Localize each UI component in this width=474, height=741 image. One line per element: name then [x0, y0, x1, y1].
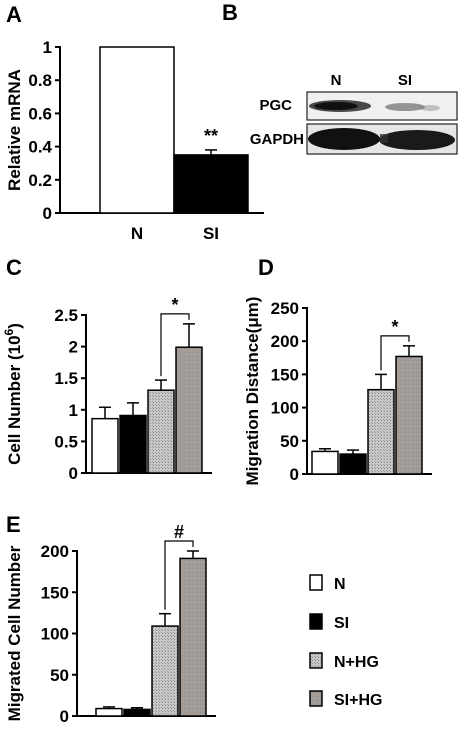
bar-n-hg — [151, 625, 179, 717]
y-axis-label: Migration Distance(μm) — [243, 297, 262, 486]
significance-marker: * — [171, 295, 178, 315]
category-label: N — [131, 224, 143, 243]
y-tick-label: 0.4 — [28, 138, 52, 157]
panel-letter-c: C — [6, 255, 22, 280]
y-tick-label: 150 — [41, 583, 69, 602]
legend-label: SI+HG — [334, 692, 382, 709]
legend-label: SI — [334, 615, 349, 632]
bar-si — [123, 708, 151, 717]
y-tick-label: 0 — [60, 707, 69, 726]
y-axis-label: Relative mRNA — [5, 69, 24, 191]
bar-n — [95, 707, 123, 717]
blot-row-label-gapdh: GAPDH — [250, 131, 304, 148]
bar-si — [173, 154, 249, 214]
bar-n — [99, 46, 175, 214]
lane-label-si: SI — [398, 72, 412, 89]
bar-si-hg — [395, 355, 423, 475]
significance-marker: ** — [204, 126, 218, 146]
y-tick-label: 1 — [69, 401, 78, 420]
legend-swatch-n-hg — [309, 652, 323, 669]
legend-swatch-n — [309, 574, 323, 591]
y-tick-label: 0 — [69, 464, 78, 483]
significance-marker: # — [174, 522, 184, 542]
legend: N SI N+HG SI+HG — [309, 574, 382, 709]
bar-si-hg — [179, 557, 207, 717]
y-axis-label: Cell Number (106) — [2, 323, 24, 465]
legend-label: N — [334, 576, 346, 593]
y-tick-label: 150 — [271, 365, 299, 384]
chart-panel-a: A 0 0.2 0.4 0.6 0.8 1 Relative mRNA N SI ** — [5, 2, 264, 243]
bar-n — [91, 417, 119, 474]
chart-panel-d: D 0 50 100 150 200 250 Migration Distance(μm) * — [243, 255, 432, 485]
y-axis-label-tail: ) — [5, 323, 24, 329]
y-tick-label: 0.8 — [28, 71, 52, 90]
y-tick-label: 0 — [290, 465, 299, 484]
y-axis-label: Migrated Cell Number — [5, 545, 24, 721]
blot-strip-pgc — [306, 91, 458, 121]
y-tick-label: 1 — [43, 38, 52, 57]
significance-bracket — [164, 540, 194, 610]
bar-n — [311, 450, 339, 475]
panel-letter-a: A — [6, 2, 22, 27]
bar-n-hg — [147, 389, 175, 474]
bar-si — [119, 414, 147, 474]
panel-letter-d: D — [258, 255, 274, 280]
y-tick-label: 100 — [271, 399, 299, 418]
y-tick-label: 200 — [271, 332, 299, 351]
y-tick-label: 2.5 — [54, 306, 78, 325]
category-label: SI — [203, 224, 219, 243]
blot-strip-gapdh — [306, 123, 458, 155]
significance-marker: * — [391, 317, 398, 337]
bar-n-hg — [367, 388, 395, 475]
panel-letter-e: E — [6, 512, 21, 537]
bar-si-hg — [175, 346, 203, 474]
y-tick-label: 0.2 — [28, 171, 52, 190]
chart-panel-e: E 0 50 100 150 200 Migrated Cell Number # — [5, 512, 216, 726]
y-tick-label: 50 — [50, 666, 69, 685]
y-tick-label: 100 — [41, 625, 69, 644]
y-tick-label: 50 — [280, 432, 299, 451]
y-tick-label: 200 — [41, 542, 69, 561]
significance-bracket — [160, 313, 190, 377]
bar-si — [339, 453, 367, 475]
y-tick-label: 0.6 — [28, 104, 52, 123]
y-tick-label: 0.5 — [54, 432, 78, 451]
western-blot-panel: B N SI PGC GAPDH — [222, 0, 458, 155]
y-tick-label: 1.5 — [54, 369, 78, 388]
y-axis-label-sup: 6 — [2, 328, 16, 335]
legend-label: N+HG — [334, 654, 379, 671]
panel-letter-b: B — [222, 0, 238, 25]
lane-label-n: N — [331, 72, 342, 89]
y-tick-label: 2 — [69, 338, 78, 357]
y-tick-label: 0 — [43, 204, 52, 223]
y-tick-label: 250 — [271, 299, 299, 318]
chart-panel-c: C 0 0.5 1 1.5 2 2.5 Cell Number (106) * — [2, 255, 212, 483]
legend-swatch-si — [309, 613, 323, 630]
significance-bracket — [380, 335, 410, 371]
blot-row-label-pgc: PGC — [259, 97, 292, 114]
legend-swatch-si-hg — [309, 690, 323, 707]
